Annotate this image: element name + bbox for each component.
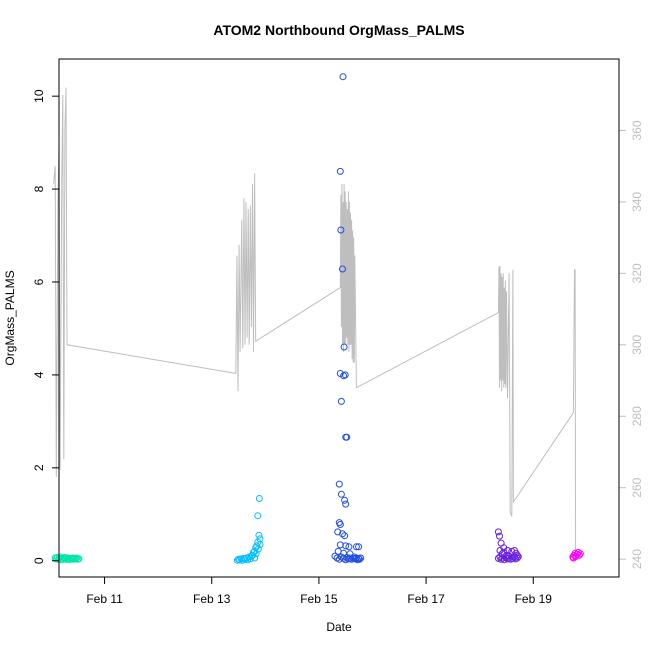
- data-point: [514, 553, 522, 561]
- y-tick-label: 2: [32, 464, 46, 471]
- right-tick-label: 340: [630, 192, 644, 212]
- series-5: [569, 548, 584, 562]
- data-point: [510, 553, 518, 561]
- data-point: [341, 371, 349, 379]
- data-point: [504, 547, 511, 554]
- data-point: [343, 433, 351, 441]
- data-point: [352, 543, 360, 551]
- data-point: [575, 551, 583, 559]
- data-points-layer: [51, 73, 584, 564]
- data-point: [241, 555, 249, 563]
- data-point: [336, 167, 344, 175]
- data-point: [337, 490, 345, 498]
- data-point: [339, 73, 347, 81]
- right-tick-label: 320: [630, 263, 644, 283]
- y-tick-label: 4: [32, 371, 46, 378]
- data-point: [337, 226, 345, 234]
- data-point: [342, 500, 350, 508]
- data-point: [572, 553, 580, 561]
- y-tick-label: 0: [32, 557, 46, 564]
- right-tick-label: 300: [630, 334, 644, 354]
- x-tick-label: Feb 13: [193, 592, 231, 606]
- data-point: [251, 554, 259, 562]
- data-point: [496, 532, 503, 540]
- data-point: [337, 397, 345, 405]
- data-point: [341, 532, 349, 540]
- data-point: [505, 554, 513, 562]
- x-tick-label: Feb 15: [300, 592, 338, 606]
- series-1: [51, 553, 83, 564]
- right-tick-label: 360: [630, 120, 644, 140]
- data-point: [502, 554, 510, 561]
- data-point: [345, 543, 353, 551]
- right-tick-label: 260: [630, 477, 644, 497]
- data-point: [355, 543, 363, 551]
- y-tick-label: 10: [32, 89, 46, 103]
- data-point: [494, 528, 502, 536]
- altitude-line: [53, 87, 577, 560]
- right-tick-label: 240: [630, 549, 644, 569]
- x-tick-label: Feb 11: [86, 592, 123, 606]
- data-point: [336, 521, 344, 528]
- data-point: [356, 555, 364, 563]
- series-4: [494, 528, 522, 564]
- y-tick-label: 6: [32, 278, 46, 285]
- data-point: [340, 343, 348, 351]
- data-point: [334, 528, 342, 536]
- chart-title: ATOM2 Northbound OrgMass_PALMS: [213, 22, 464, 38]
- data-point: [255, 531, 263, 539]
- right-tick-label: 280: [630, 406, 644, 426]
- data-point: [254, 545, 262, 553]
- series-3: [331, 73, 365, 564]
- y-axis-label: OrgMass_PALMS: [3, 270, 17, 365]
- data-point: [343, 554, 351, 561]
- data-point: [75, 555, 83, 563]
- x-tick-label: Feb 17: [407, 592, 445, 606]
- altitude-line-layer: [53, 87, 577, 560]
- x-tick-label: Feb 19: [515, 592, 553, 606]
- data-point: [513, 554, 521, 562]
- data-point: [339, 530, 346, 538]
- data-point: [342, 542, 350, 550]
- plot-frame: [58, 58, 620, 578]
- data-point: [256, 541, 264, 548]
- y-tick-label: 8: [32, 185, 46, 192]
- data-point: [335, 480, 343, 488]
- data-point: [254, 512, 262, 520]
- data-point: [255, 495, 263, 502]
- series-2: [233, 495, 264, 564]
- data-point: [357, 554, 365, 562]
- data-point: [339, 265, 346, 273]
- x-axis-label: Date: [326, 620, 352, 634]
- data-point: [341, 496, 349, 504]
